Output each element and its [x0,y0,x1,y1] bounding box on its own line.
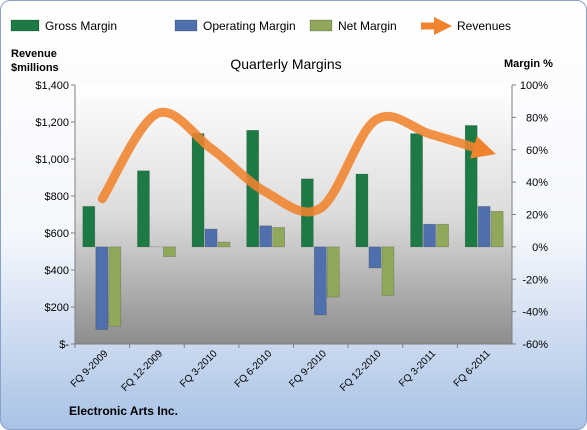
bar-gross-margin-fq-12-2010 [355,173,369,248]
right-tick-label: 80% [526,112,548,124]
right-tick-label: 40% [526,177,548,189]
x-tick-label: FQ 6-2011 [452,348,493,389]
bar-net-margin-fq-12-2010 [381,246,395,296]
x-tick-label: FQ 9-2010 [287,348,329,390]
legend: Gross Margin Operating Margin Net Margin Re… [10,16,511,36]
bar-gross-margin-fq-3-2011 [410,133,423,248]
legend-label: Net Margin [338,19,397,33]
bar-net-margin-fq-12-2009 [163,246,176,257]
chart-title: Quarterly Margins [230,56,341,72]
x-tick-label: FQ 12-2009 [120,348,166,394]
x-tick-label: FQ 12-2010 [338,348,384,394]
legend-item-gross-margin: Gross Margin [10,19,117,33]
right-tick-label: -20% [522,274,548,286]
bar-net-margin-fq-3-2011 [436,223,449,248]
right-axis-label: Margin % [504,58,553,70]
x-tick-label: FQ 9-2009 [69,348,111,390]
bar-operating-margin-fq-6-2010 [259,225,272,248]
left-axis-label-line1: Revenue [11,48,57,60]
legend-label: Operating Margin [203,19,296,33]
legend-item-revenues: Revenues [421,16,511,36]
legend-swatch [309,19,333,32]
bar-net-margin-fq-9-2010 [327,246,340,298]
revenue-line-layer [97,107,496,217]
bar-operating-margin-fq-3-2011 [423,223,436,248]
right-tick-label: 100% [520,80,548,92]
legend-label: Gross Margin [45,19,117,33]
revenue-point-fq-3-2010 [211,148,212,149]
revenue-line [97,107,496,217]
left-tick-label: $1,200 [35,117,69,129]
bar-operating-margin-fq-9-2010 [314,246,327,316]
revenue-point-fq-9-2010 [320,208,321,209]
right-tick-label: 0% [532,242,548,254]
legend-swatch [174,19,198,32]
x-tick-label: FQ 3-2010 [178,348,220,390]
right-tick-label: -40% [522,307,548,319]
bar-operating-margin-fq-6-2011 [477,206,491,248]
legend-swatch [10,19,40,32]
right-tick-label: 60% [526,145,548,157]
bar-operating-margin-fq-9-2009 [95,246,109,330]
left-tick-label: $- [59,339,69,351]
left-tick-label: $200 [45,302,69,314]
legend-item-operating-margin: Operating Margin [174,19,296,33]
right-tick-label: 20% [526,210,548,222]
left-tick-label: $400 [45,265,69,277]
bar-net-margin-fq-3-2010 [217,241,231,248]
bar-operating-margin-fq-12-2010 [368,246,382,269]
bar-net-margin-fq-6-2010 [272,227,285,248]
x-tick-label: FQ 3-2011 [397,348,438,389]
bar-operating-margin-fq-3-2010 [204,228,218,248]
left-tick-label: $800 [45,191,69,203]
revenue-point-fq-12-2009 [156,113,157,114]
left-axis-label-line2: $millions [11,62,59,74]
revenue-point-fq-3-2011 [430,134,431,135]
legend-label: Revenues [457,19,511,33]
x-tick-label: FQ 6-2010 [233,348,275,390]
bar-gross-margin-fq-9-2009 [82,206,96,248]
bar-gross-margin-fq-3-2010 [191,133,205,248]
footer-company: Electronic Arts Inc. [69,404,178,418]
revenue-point-fq-6-2010 [266,192,267,193]
left-tick-label: $1,400 [35,80,69,92]
revenue-point-fq-12-2010 [375,120,376,121]
revenue-point-fq-6-2011 [484,150,485,151]
revenue-point-fq-9-2009 [102,198,103,199]
left-tick-label: $600 [45,228,69,240]
bar-net-margin-fq-6-2011 [490,210,504,248]
bar-net-margin-fq-9-2009 [108,246,122,327]
bar-gross-margin-fq-12-2009 [137,170,150,248]
left-tick-label: $1,000 [35,154,69,166]
legend-item-net-margin: Net Margin [309,19,397,33]
right-tick-label: -60% [522,339,548,351]
